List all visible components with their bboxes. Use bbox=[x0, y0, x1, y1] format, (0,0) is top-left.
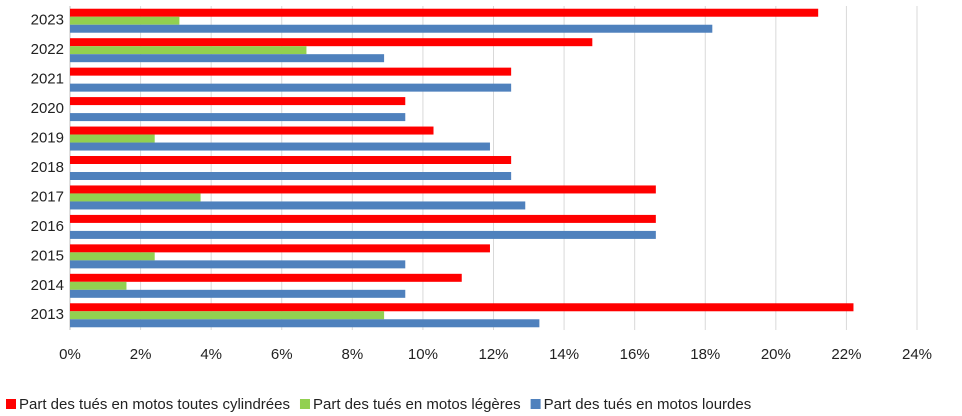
x-tick-label: 20% bbox=[761, 346, 791, 363]
legend-swatch bbox=[6, 399, 16, 409]
y-tick-label: 2018 bbox=[31, 159, 64, 176]
bar bbox=[70, 303, 854, 312]
bar bbox=[70, 46, 307, 55]
bar bbox=[70, 260, 406, 269]
bar bbox=[70, 281, 127, 290]
x-tick-label: 10% bbox=[408, 346, 438, 363]
bar bbox=[70, 252, 155, 261]
bar bbox=[70, 289, 406, 298]
x-tick-label: 0% bbox=[59, 346, 81, 363]
y-tick-label: 2015 bbox=[31, 247, 64, 264]
bar bbox=[70, 311, 385, 320]
x-tick-label: 16% bbox=[620, 346, 650, 363]
bar bbox=[70, 113, 406, 122]
x-tick-label: 12% bbox=[478, 346, 508, 363]
bar bbox=[70, 67, 512, 76]
bar bbox=[70, 142, 490, 151]
y-tick-label: 2019 bbox=[31, 130, 64, 147]
x-tick-label: 2% bbox=[130, 346, 152, 363]
bar bbox=[70, 8, 819, 17]
bar bbox=[70, 230, 656, 239]
bar bbox=[70, 214, 656, 223]
bar bbox=[70, 244, 490, 253]
x-tick-label: 6% bbox=[271, 346, 293, 363]
legend-label: Part des tués en motos lourdes bbox=[544, 396, 752, 413]
x-tick-label: 14% bbox=[549, 346, 579, 363]
y-tick-label: 2014 bbox=[31, 277, 64, 294]
y-tick-label: 2020 bbox=[31, 100, 64, 117]
bar bbox=[70, 16, 180, 25]
y-tick-label: 2021 bbox=[31, 71, 64, 88]
legend-label: Part des tués en motos toutes cylindrées bbox=[19, 396, 290, 413]
y-tick-label: 2013 bbox=[31, 306, 64, 323]
bar bbox=[70, 24, 713, 33]
y-tick-label: 2017 bbox=[31, 188, 64, 205]
y-tick-label: 2016 bbox=[31, 218, 64, 235]
x-tick-label: 22% bbox=[831, 346, 861, 363]
bar bbox=[70, 185, 656, 194]
bar bbox=[70, 97, 406, 106]
bar bbox=[70, 156, 512, 164]
legend-swatch bbox=[299, 399, 310, 409]
bar bbox=[70, 126, 434, 135]
bar bbox=[70, 38, 593, 47]
bar bbox=[70, 193, 201, 202]
x-tick-label: 8% bbox=[341, 346, 363, 363]
x-tick-label: 24% bbox=[902, 346, 932, 363]
y-tick-label: 2023 bbox=[31, 12, 64, 29]
legend-swatch bbox=[530, 399, 541, 409]
y-tick-label: 2022 bbox=[31, 41, 64, 58]
bar bbox=[70, 83, 512, 92]
bar bbox=[70, 134, 155, 143]
bar bbox=[70, 319, 540, 328]
legend-label: Part des tués en motos légères bbox=[313, 396, 521, 413]
bar bbox=[70, 54, 385, 63]
x-tick-label: 4% bbox=[200, 346, 222, 363]
bar bbox=[70, 172, 512, 180]
x-tick-label: 18% bbox=[690, 346, 720, 363]
bar bbox=[70, 201, 526, 210]
bar bbox=[70, 273, 462, 282]
